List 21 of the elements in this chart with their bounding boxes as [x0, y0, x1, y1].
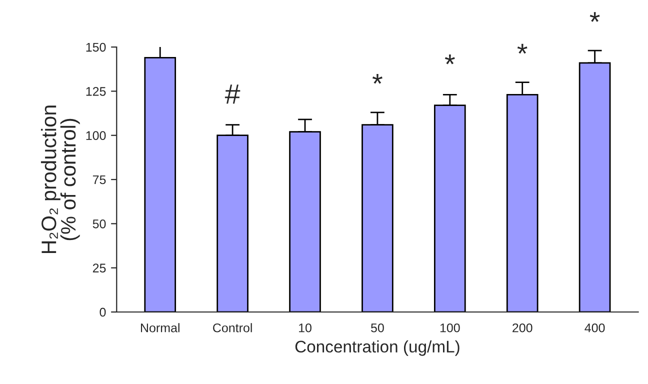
y-tick-label: 75: [92, 175, 106, 184]
annotation: *: [444, 54, 455, 64]
y-tick-label: 100: [86, 131, 106, 140]
x-tick-label: 100: [440, 323, 460, 332]
y-axis-title: H₂O₂ production (% of control): [40, 106, 80, 254]
y-tick-label: 125: [86, 87, 106, 96]
y-tick-label: 0: [100, 308, 106, 317]
x-tick-label: 10: [299, 323, 312, 332]
x-tick-label: 50: [371, 323, 384, 332]
annotation: #: [224, 84, 240, 104]
x-tick-label: 400: [584, 323, 605, 332]
y-tick-label: 150: [86, 42, 106, 52]
y-tick-label: 25: [92, 264, 106, 272]
annotation: *: [517, 44, 528, 54]
x-tick-label: Normal: [140, 323, 180, 332]
y-tick-label: 50: [92, 219, 106, 228]
x-axis-title: Concentration (ug/mL): [295, 340, 460, 356]
x-tick-label: Control: [213, 323, 252, 332]
annotation: *: [590, 12, 600, 22]
x-tick-label: 200: [512, 323, 532, 332]
annotation: *: [372, 74, 382, 84]
